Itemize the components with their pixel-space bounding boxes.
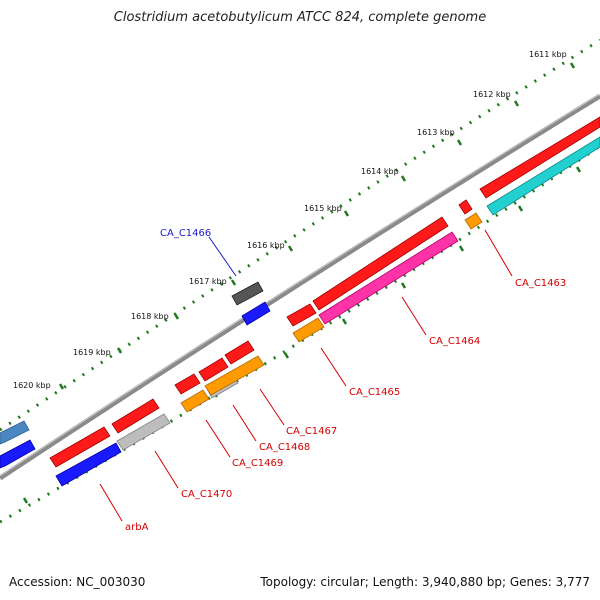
tick-1613 <box>456 139 463 146</box>
tick-1617 <box>230 279 237 286</box>
ruler-label-1616: 1616 kbp <box>247 241 285 250</box>
ruler-label-1620: 1620 kbp <box>13 381 51 390</box>
gene-cds-blue-left <box>0 439 36 469</box>
gene-cds-red-1468 <box>198 357 229 382</box>
gene-cds-orange-1469 <box>180 389 210 413</box>
tick-1614 <box>400 175 407 182</box>
gene-cds-orange-1467 <box>204 355 265 396</box>
leader-CA_C1467 <box>259 388 285 426</box>
reverse-strand-genes <box>0 136 600 487</box>
tick-1618 <box>173 313 180 320</box>
gene-label-CA_C1469: CA_C1469 <box>232 458 283 469</box>
tick-inner-3 <box>458 245 465 252</box>
forward-strand-genes <box>0 116 600 468</box>
gene-label-CA_C1467: CA_C1467 <box>286 426 337 437</box>
gene-label-CA_C1464: CA_C1464 <box>429 336 480 347</box>
ruler-label-1612: 1612 kbp <box>473 90 511 99</box>
gene-label-CA_C1470: CA_C1470 <box>181 489 232 500</box>
leader-CA_C1464 <box>401 296 427 336</box>
genome-backbone-highlight <box>0 93 600 477</box>
gene-label-CA_C1468: CA_C1468 <box>259 442 310 453</box>
leader-CA_C1470 <box>154 450 179 489</box>
gene-cds-steelblue-left <box>0 420 30 445</box>
gene-cds-red-1465 <box>286 303 317 327</box>
gene-labels: CA_C1463 CA_C1464 CA_C1465 CA_C1466 CA_C… <box>125 228 566 533</box>
tick-1619 <box>116 347 123 354</box>
ruler-label-1619: 1619 kbp <box>73 348 111 357</box>
tick-inner-4 <box>400 282 407 289</box>
gene-cds-gray-1470 <box>116 413 171 451</box>
gene-cds-red-1464 <box>312 216 449 311</box>
tick-1615 <box>343 210 350 217</box>
tick-1620 <box>58 383 65 390</box>
gene-cds-red-1470 <box>111 398 160 434</box>
gene-cds-red-arbA <box>49 426 111 468</box>
gene-cds-red-1469 <box>174 373 201 395</box>
ruler-label-1618: 1618 kbp <box>131 312 169 321</box>
map-title: Clostridium acetobutylicum ATCC 824, com… <box>113 10 487 25</box>
ruler <box>0 38 600 524</box>
topology-text: Topology: circular; Length: 3,940,880 bp… <box>260 575 590 589</box>
gene-label-CA_C1463: CA_C1463 <box>515 278 566 289</box>
label-leaders <box>99 229 513 522</box>
genome-backbone <box>0 93 600 481</box>
ruler-label-1613: 1613 kbp <box>417 128 455 137</box>
leader-arbA <box>99 483 123 522</box>
ruler-label-1614: 1614 kbp <box>361 167 399 176</box>
gene-cds-cyan-right <box>486 136 600 216</box>
gene-label-CA_C1466: CA_C1466 <box>160 228 211 239</box>
gene-cds-orange-1465 <box>292 317 325 343</box>
tick-1612 <box>513 100 520 107</box>
gene-label-arbA: arbA <box>125 522 149 533</box>
map-footer: Accession: NC_003030 Topology: circular;… <box>9 575 590 591</box>
gene-cds-blue-arbA <box>55 442 122 487</box>
gene-cds-magenta-1464 <box>318 231 459 325</box>
gene-cds-blue-1466 <box>241 301 271 326</box>
leader-CA_C1463 <box>484 229 513 277</box>
leader-CA_C1469 <box>205 419 231 458</box>
ruler-label-1611: 1611 kbp <box>529 50 567 59</box>
ruler-label-1615: 1615 kbp <box>304 204 342 213</box>
tick-inner-10 <box>22 497 29 504</box>
tick-inner-2 <box>517 205 524 212</box>
gene-cds-red-1463 <box>458 199 473 215</box>
gene-cds-dark-1466 <box>231 281 264 306</box>
gene-cds-red-1467 <box>224 340 255 365</box>
tick-inner-1 <box>575 166 582 173</box>
leader-CA_C1465 <box>320 347 347 387</box>
gene-cds-red-right <box>479 116 600 199</box>
leader-CA_C1468 <box>232 404 257 442</box>
tick-1616 <box>287 245 294 252</box>
leader-CA_C1466 <box>208 236 237 277</box>
accession-text: Accession: NC_003030 <box>9 575 146 589</box>
ruler-ticks <box>22 62 582 504</box>
tick-1611 <box>569 62 576 69</box>
ruler-inner-dots <box>0 144 600 524</box>
ruler-label-1617: 1617 kbp <box>189 277 227 286</box>
ruler-labels: 1611 kbp 1612 kbp 1613 kbp 1614 kbp 1615… <box>13 50 567 390</box>
tick-inner-5 <box>341 318 348 325</box>
tick-inner-6 <box>283 352 290 359</box>
gene-cds-orange-1463 <box>464 212 483 230</box>
gene-label-CA_C1465: CA_C1465 <box>349 387 400 398</box>
